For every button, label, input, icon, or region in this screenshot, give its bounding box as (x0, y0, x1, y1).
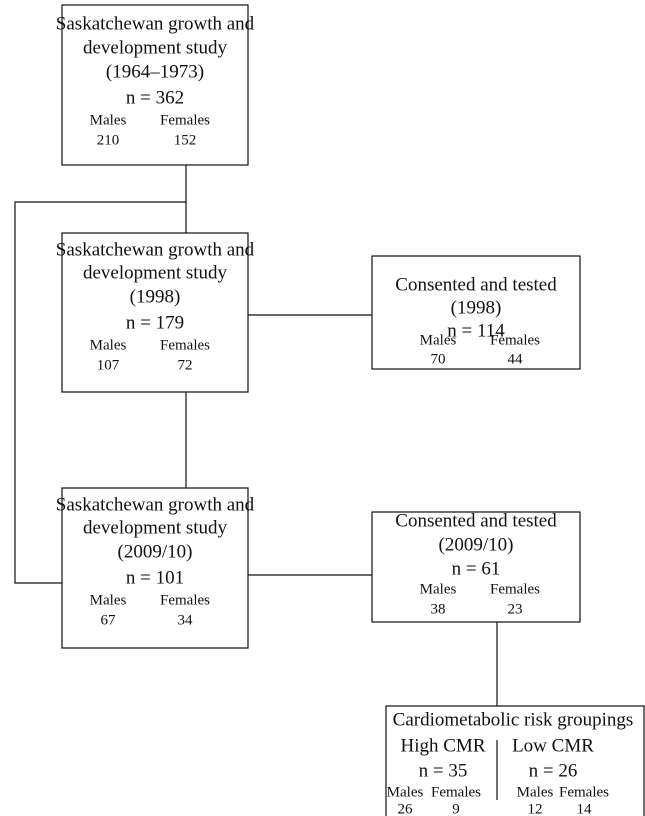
group-count: 26 (398, 801, 414, 816)
group-count: 14 (577, 801, 593, 816)
group-label: Females (431, 784, 481, 800)
group-label: Females (559, 784, 609, 800)
group-count: 210 (97, 132, 120, 148)
node-title: Saskatchewan growth and (56, 239, 255, 260)
subgroup-name: High CMR (401, 735, 486, 756)
node-box (61, 4, 249, 166)
subgroup-name: Low CMR (512, 735, 594, 756)
group-label: Females (490, 581, 540, 597)
node-n: n = 101 (126, 567, 184, 588)
node-title: development study (83, 37, 228, 58)
group-label: Males (90, 592, 127, 608)
group-count: 72 (178, 357, 193, 373)
node-title: Cardiometabolic risk groupings (393, 709, 634, 730)
node-box (385, 705, 645, 816)
group-count: 44 (508, 351, 524, 367)
group-count: 23 (508, 601, 523, 617)
group-count: 107 (97, 357, 120, 373)
group-label: Males (517, 784, 554, 800)
subgroup-n: n = 26 (529, 760, 578, 781)
node-box (61, 232, 249, 393)
group-label: Males (90, 337, 127, 353)
node-title: (1998) (130, 286, 181, 307)
node-title: (1998) (451, 297, 502, 318)
group-count: 38 (431, 601, 446, 617)
node-title: Consented and tested (395, 510, 557, 531)
group-count: 70 (431, 351, 446, 367)
node-box (61, 487, 249, 649)
group-count: 67 (101, 612, 117, 628)
group-count: 152 (174, 132, 197, 148)
node-n: n = 362 (126, 87, 184, 108)
group-label: Females (160, 337, 210, 353)
group-label: Females (160, 112, 210, 128)
group-count: 34 (178, 612, 194, 628)
node-title: (2009/10) (118, 541, 193, 562)
group-label: Males (90, 112, 127, 128)
group-count: 12 (528, 801, 543, 816)
group-label: Males (420, 581, 457, 597)
node-title: (2009/10) (439, 534, 514, 555)
node-n: n = 179 (126, 312, 184, 333)
group-label: Males (420, 332, 457, 348)
node-title: Saskatchewan growth and (56, 494, 255, 515)
group-count: 9 (452, 801, 460, 816)
node-n: n = 114 (447, 320, 505, 341)
node-title: development study (83, 517, 228, 538)
node-title: Consented and tested (395, 274, 557, 295)
connector (14, 201, 186, 584)
subgroup-n: n = 35 (419, 760, 468, 781)
node-n: n = 61 (452, 558, 501, 579)
node-title: development study (83, 262, 228, 283)
group-label: Females (160, 592, 210, 608)
node-box (371, 511, 581, 623)
group-label: Females (490, 332, 540, 348)
group-label: Males (387, 784, 424, 800)
node-title: Saskatchewan growth and (56, 13, 255, 34)
node-box (371, 255, 581, 370)
node-title: (1964–1973) (106, 61, 204, 82)
